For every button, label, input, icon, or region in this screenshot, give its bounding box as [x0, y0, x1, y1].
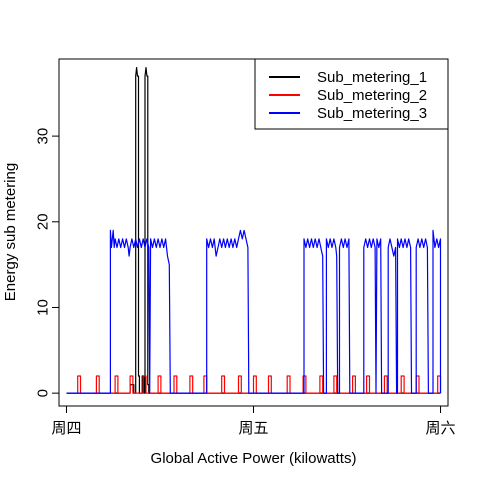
y-tick-label-1: 0	[35, 389, 52, 397]
y-tick-label-3: 20	[35, 213, 52, 230]
series-line-3	[66, 229, 442, 394]
y-tick-label-4: 30	[35, 128, 52, 145]
x-tick-label-2: 周五	[238, 420, 268, 437]
y-axis-label: Energy sub metering	[2, 163, 19, 301]
series-layer	[66, 67, 442, 394]
x-axis-label: Global Active Power (kilowatts)	[151, 450, 357, 467]
y-tick-label-2: 10	[35, 299, 52, 316]
legend-label-1: Sub_metering_1	[317, 69, 427, 86]
legend-label-2: Sub_metering_2	[317, 87, 427, 104]
legend: Sub_metering_1Sub_metering_2Sub_metering…	[254, 58, 449, 130]
y-axis: 0 10 20 30	[35, 128, 59, 397]
x-tick-label-1: 周四	[51, 420, 81, 437]
legend-label-3: Sub_metering_3	[317, 105, 427, 122]
x-axis: 周四 周五 周六	[51, 406, 456, 437]
series-line-2	[66, 375, 442, 394]
x-tick-label-3: 周六	[426, 420, 456, 437]
